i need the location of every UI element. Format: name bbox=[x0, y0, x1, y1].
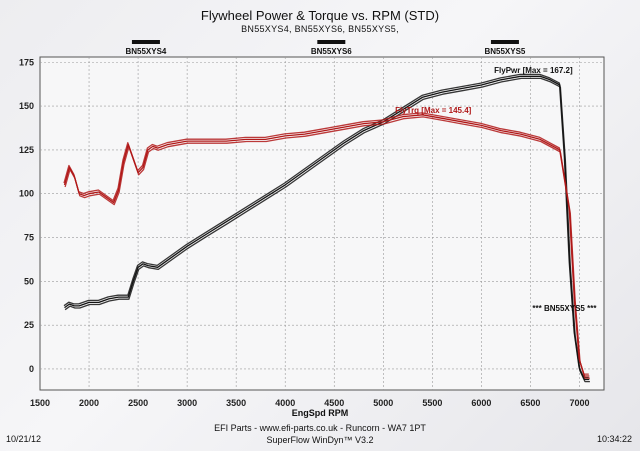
x-tick-label: 7000 bbox=[569, 398, 589, 408]
chart-title: Flywheel Power & Torque vs. RPM (STD) bbox=[200, 8, 440, 23]
series-line-flytrq-run2 bbox=[64, 116, 590, 379]
run-marker-bar bbox=[490, 40, 519, 44]
series-line-flypwr-run2 bbox=[64, 77, 590, 383]
x-tick-label: 4500 bbox=[324, 398, 344, 408]
x-tick-label: 5000 bbox=[373, 398, 393, 408]
x-tick-label: 3000 bbox=[177, 398, 197, 408]
x-axis-label: EngSpd RPM bbox=[291, 408, 349, 418]
print-date: 10/21/12 bbox=[6, 434, 42, 444]
run-marker-bar bbox=[317, 40, 346, 44]
x-tick-label: 5500 bbox=[422, 398, 442, 408]
run-marker-bar bbox=[131, 40, 160, 44]
run-marker-label: BN55XYS5 bbox=[484, 47, 525, 56]
y-tick-label: 25 bbox=[24, 320, 34, 330]
chart-subtitle: BN55XYS4, BN55XYS6, BN55XYS5, bbox=[241, 24, 399, 34]
y-tick-label: 150 bbox=[19, 101, 34, 111]
x-tick-label: 4000 bbox=[275, 398, 295, 408]
series-lines bbox=[63, 73, 590, 383]
footer-software-line: SuperFlow WinDyn™ V3.2 bbox=[266, 435, 374, 445]
y-tick-label: 100 bbox=[19, 189, 34, 199]
x-tick-label: 1500 bbox=[30, 398, 50, 408]
footer-company-line: EFI Parts - www.efi-parts.co.uk - Runcor… bbox=[214, 423, 426, 433]
y-tick-label: 125 bbox=[19, 145, 34, 155]
run-markers: BN55XYS4 BN55XYS6 BN55XYS5 bbox=[125, 40, 526, 56]
x-tick-label: 2500 bbox=[128, 398, 148, 408]
x-tick-label: 2000 bbox=[79, 398, 99, 408]
series-line-flytrq-run1 bbox=[63, 114, 590, 377]
print-time: 10:34:22 bbox=[596, 434, 632, 444]
series-line-flypwr-run3 bbox=[63, 73, 589, 379]
series-line-flypwr-run1 bbox=[64, 75, 590, 381]
annotation-label: FlyTrq [Max = 145.4] bbox=[395, 106, 472, 115]
run-marker-label: BN55XYS6 bbox=[311, 47, 352, 56]
annotation-label: *** BN55XYS5 *** bbox=[532, 304, 597, 313]
annotation-label: FlyPwr [Max = 167.2] bbox=[494, 66, 573, 75]
run-marker-label: BN55XYS4 bbox=[125, 47, 166, 56]
y-tick-label: 175 bbox=[19, 57, 34, 67]
y-tick-label: 75 bbox=[24, 233, 34, 243]
x-tick-label: 6500 bbox=[520, 398, 540, 408]
y-tick-label: 50 bbox=[24, 276, 34, 286]
annotations: FlyPwr [Max = 167.2] FlyTrq [Max = 145.4]… bbox=[395, 66, 597, 313]
x-tick-label: 6000 bbox=[471, 398, 491, 408]
x-tick-label: 3500 bbox=[226, 398, 246, 408]
axis-ticks: 1500 2000 2500 3000 3500 4000 4500 5000 5500 6000… bbox=[19, 57, 590, 408]
series-line-flytrq-run3 bbox=[63, 112, 589, 375]
y-tick-label: 0 bbox=[29, 364, 34, 374]
plot-area bbox=[39, 56, 605, 391]
